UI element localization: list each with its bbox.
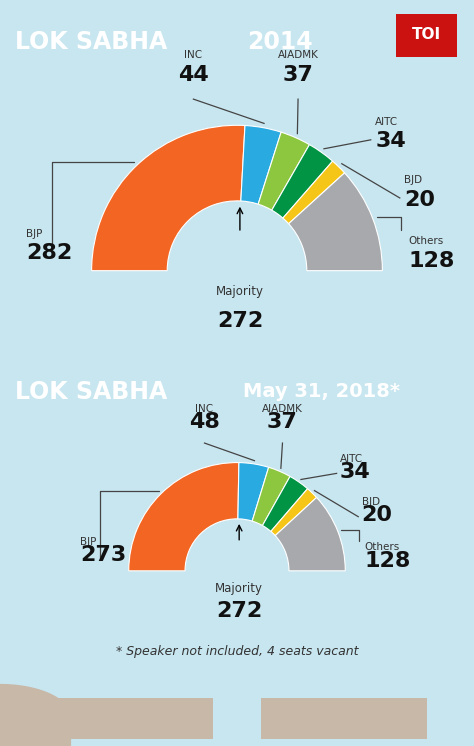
Text: 20: 20 — [404, 189, 435, 210]
Text: 34: 34 — [340, 462, 371, 482]
Wedge shape — [91, 125, 245, 271]
Text: 44: 44 — [178, 65, 209, 84]
Text: AIADMK: AIADMK — [262, 404, 303, 414]
Text: BJD: BJD — [362, 497, 380, 507]
Text: 272: 272 — [216, 601, 262, 621]
Text: Majority: Majority — [215, 582, 263, 595]
Bar — [396, 13, 457, 57]
Wedge shape — [289, 173, 383, 271]
Text: LOK SABHA: LOK SABHA — [15, 30, 167, 54]
Text: 2014: 2014 — [246, 30, 312, 54]
Text: Others: Others — [365, 542, 400, 553]
Text: BJD: BJD — [404, 175, 422, 185]
Text: * Speaker not included, 4 seats vacant: * Speaker not included, 4 seats vacant — [116, 645, 358, 658]
Text: AITC: AITC — [340, 454, 363, 464]
Wedge shape — [258, 132, 310, 210]
Wedge shape — [275, 498, 345, 571]
Text: 273: 273 — [80, 545, 126, 565]
Text: 34: 34 — [375, 131, 406, 151]
Text: 272: 272 — [217, 311, 263, 331]
Text: AIADMK: AIADMK — [278, 50, 319, 60]
Text: 37: 37 — [283, 65, 313, 84]
Text: INC: INC — [184, 50, 202, 60]
Wedge shape — [271, 489, 317, 536]
Text: LOK SABHA: LOK SABHA — [15, 380, 167, 404]
Wedge shape — [238, 463, 269, 521]
Text: 20: 20 — [362, 505, 392, 525]
Wedge shape — [272, 145, 333, 218]
Text: 282: 282 — [26, 243, 73, 263]
Wedge shape — [283, 161, 345, 224]
Text: 37: 37 — [267, 413, 298, 432]
Wedge shape — [252, 467, 290, 525]
Text: BJP: BJP — [80, 537, 96, 547]
Text: Majority: Majority — [216, 285, 264, 298]
Wedge shape — [263, 477, 308, 531]
Text: May 31, 2018*: May 31, 2018* — [243, 382, 400, 401]
Text: AITC: AITC — [375, 116, 398, 127]
Text: Others: Others — [409, 236, 444, 246]
Text: 48: 48 — [189, 413, 220, 432]
Wedge shape — [129, 463, 239, 571]
Wedge shape — [241, 125, 281, 204]
Text: BJP: BJP — [26, 229, 43, 239]
Text: TOI: TOI — [412, 27, 441, 42]
Text: INC: INC — [195, 404, 214, 414]
Text: 128: 128 — [409, 251, 455, 271]
Text: 128: 128 — [365, 551, 411, 571]
